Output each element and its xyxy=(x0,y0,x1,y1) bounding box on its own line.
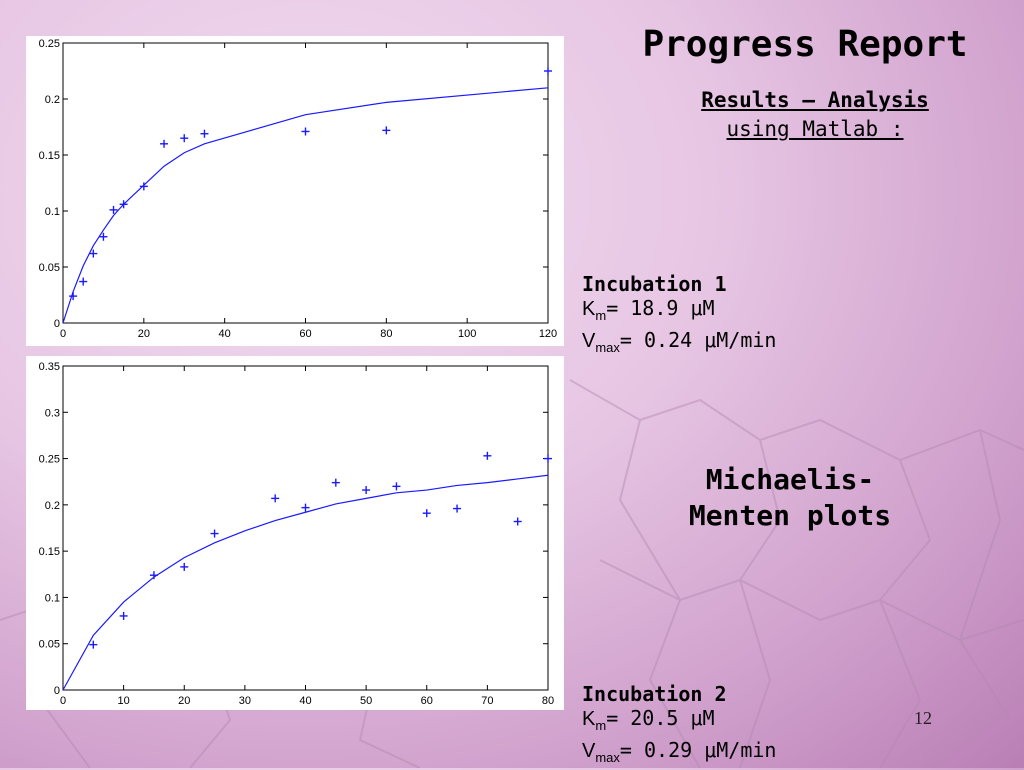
km-symbol: K xyxy=(582,708,596,730)
x-tick-label: 30 xyxy=(239,695,251,707)
chart-incubation-2: 0 10 20 30 40 50 60 70 80 0 0.05 0.1 0.15 0.2 0.25 0.3 0… xyxy=(26,356,564,710)
data-point xyxy=(301,127,310,136)
data-point xyxy=(422,509,431,518)
y-tick-label: 0 xyxy=(54,318,60,330)
x-tick-label: 100 xyxy=(458,328,476,340)
km-symbol: K xyxy=(582,298,596,320)
data-point xyxy=(89,249,98,258)
x-tick-label: 80 xyxy=(380,328,392,340)
y-tick-label: 0.05 xyxy=(39,262,60,274)
data-point xyxy=(453,504,462,513)
y-tick-label: 0.25 xyxy=(39,38,60,50)
x-tick-label: 0 xyxy=(60,695,66,707)
data-point xyxy=(119,611,128,620)
vmax-subscript: max xyxy=(595,750,620,765)
vmax-subscript: max xyxy=(595,340,620,355)
x-tick-label: 40 xyxy=(299,695,311,707)
y-tick-label: 0.1 xyxy=(45,206,60,218)
chart-1-svg: 0 20 40 60 80 100 120 0 0.05 0.1 0.15 0.2 0.25 xyxy=(39,38,558,340)
chart-2-svg: 0 10 20 30 40 50 60 70 80 0 0.05 0.1 0.15 0.2 0.25 0.3 0… xyxy=(39,361,555,707)
incubation-1-vmax: Vmax= 0.24 μM/min xyxy=(582,328,882,360)
vmax-value: = 0.24 μM/min xyxy=(619,328,777,352)
data-point xyxy=(200,129,209,138)
data-point xyxy=(513,517,522,526)
data-point xyxy=(139,182,148,191)
vmax-value: = 0.29 μM/min xyxy=(619,738,777,762)
y-tick-label: 0.2 xyxy=(45,94,60,106)
data-point xyxy=(79,277,88,286)
km-value: = 20.5 μM xyxy=(606,706,715,730)
data-point xyxy=(544,454,552,463)
x-tick-label: 80 xyxy=(542,695,554,707)
x-tick-label: 20 xyxy=(138,328,150,340)
data-point xyxy=(271,494,280,503)
km-subscript: m xyxy=(595,718,607,733)
data-point xyxy=(362,486,371,495)
data-point xyxy=(180,134,189,143)
incubation-2-heading: Incubation 2 xyxy=(582,682,727,706)
chart-incubation-1: 0 20 40 60 80 100 120 0 0.05 0.1 0.15 0.2 0.25 xyxy=(26,36,564,346)
subtitle-line-1: Results – Analysis xyxy=(701,88,929,112)
x-tick-label: 40 xyxy=(219,328,231,340)
incubation-1-km: Km= 18.9 μM xyxy=(582,296,882,328)
data-point xyxy=(89,640,98,649)
data-point xyxy=(392,482,401,491)
y-tick-label: 0.1 xyxy=(45,592,60,604)
y-tick-label: 0.35 xyxy=(39,361,60,373)
page-number: 12 xyxy=(914,708,932,728)
fit-curve xyxy=(62,87,549,324)
caption-line-1: Michaelis- xyxy=(705,463,875,496)
y-tick-label: 0.3 xyxy=(45,407,60,419)
x-tick-label: 70 xyxy=(481,695,493,707)
slide-title: Progress Report xyxy=(642,24,968,65)
y-tick-label: 0.05 xyxy=(39,639,60,651)
data-point xyxy=(301,503,310,512)
x-tick-label: 0 xyxy=(60,328,66,340)
data-point xyxy=(483,451,492,460)
km-value: = 18.9 μM xyxy=(606,296,715,320)
vmax-symbol: V xyxy=(582,740,596,762)
x-tick-label: 120 xyxy=(539,328,557,340)
y-tick-label: 0.15 xyxy=(39,150,60,162)
incubation-1-heading: Incubation 1 xyxy=(582,272,727,296)
incubation-1-block: Incubation 1 Km= 18.9 μM Vmax= 0.24 μM/m… xyxy=(582,272,882,360)
y-tick-label: 0.25 xyxy=(39,454,60,466)
data-point xyxy=(331,478,340,487)
subtitle-line-2: using Matlab : xyxy=(726,117,904,141)
plot-frame xyxy=(62,365,549,691)
data-point xyxy=(160,139,169,148)
y-tick-label: 0 xyxy=(54,685,60,697)
x-tick-label: 20 xyxy=(178,695,190,707)
vmax-symbol: V xyxy=(582,330,596,352)
incubation-2-vmax: Vmax= 0.29 μM/min xyxy=(582,738,882,770)
incubation-2-km: Km= 20.5 μM xyxy=(582,706,882,738)
plot-frame xyxy=(62,42,549,324)
data-point xyxy=(544,67,552,75)
y-tick-label: 0.2 xyxy=(45,500,60,512)
data-point xyxy=(210,529,219,538)
incubation-2-block: Incubation 2 Km= 20.5 μM Vmax= 0.29 μM/m… xyxy=(582,682,882,770)
michaelis-menten-caption: Michaelis- Menten plots xyxy=(640,462,940,534)
data-point xyxy=(382,126,391,135)
data-point xyxy=(109,205,118,214)
fit-curve xyxy=(62,474,549,691)
data-point xyxy=(99,232,108,241)
slide-subtitle: Results – Analysis using Matlab : xyxy=(640,86,990,144)
x-tick-label: 60 xyxy=(421,695,433,707)
y-tick-label: 0.15 xyxy=(39,546,60,558)
x-tick-label: 10 xyxy=(118,695,130,707)
x-tick-label: 50 xyxy=(360,695,372,707)
x-tick-label: 60 xyxy=(299,328,311,340)
data-point xyxy=(180,562,189,571)
km-subscript: m xyxy=(595,308,607,323)
caption-line-2: Menten plots xyxy=(688,499,892,532)
